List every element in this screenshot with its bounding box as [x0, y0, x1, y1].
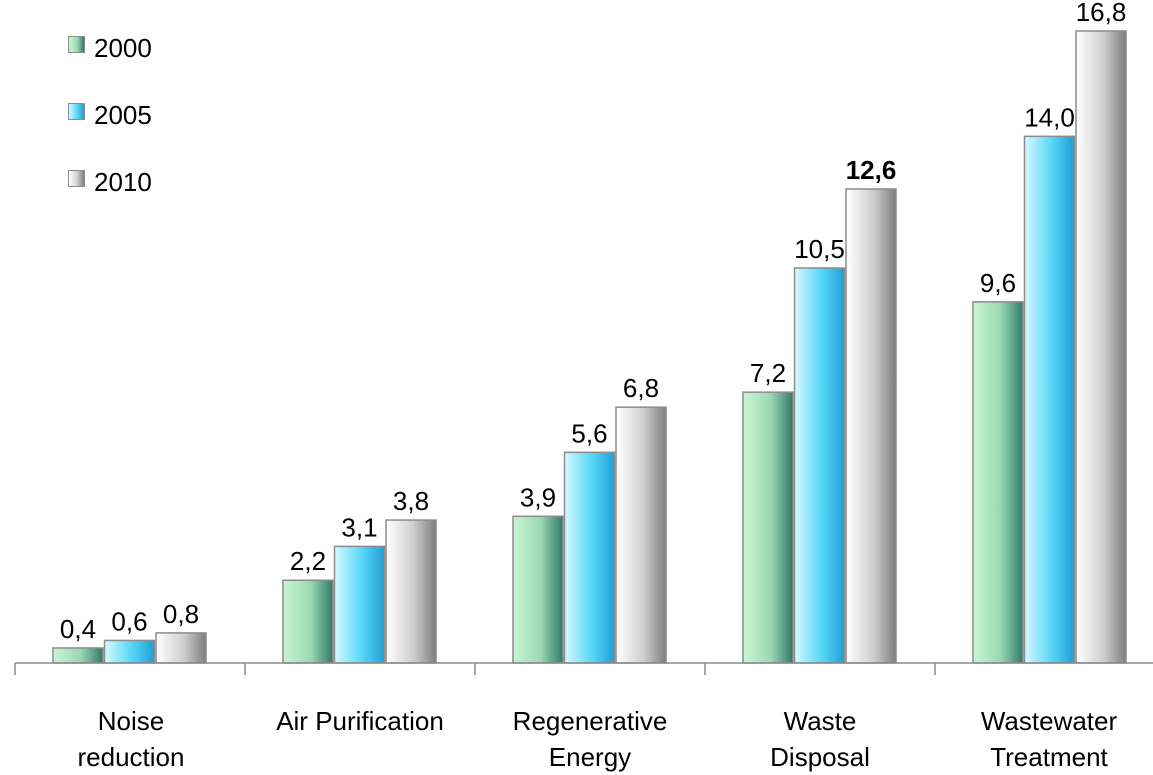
bar-2010-waste-disposal — [845, 188, 897, 664]
x-label-line: Noise — [97, 706, 165, 736]
bar-2010-wastewater-treatment — [1075, 30, 1127, 664]
x-label-wastewater-treatment: Wastewater Treatment — [939, 703, 1153, 775]
bar-2005-waste-disposal — [793, 267, 846, 664]
legend-label-2005: 2005 — [94, 100, 152, 130]
legend-item-2010: 2010 — [68, 164, 152, 231]
x-label-waste-disposal: Waste Disposal — [710, 703, 930, 775]
value-label-2005-air-purification: 3,1 — [341, 512, 377, 542]
bar-2005-noise-reduction — [103, 639, 156, 664]
bar-2005-regenerative-energy — [563, 451, 616, 664]
value-label-2010-noise-reduction: 0,8 — [163, 599, 199, 629]
legend-swatch-2005 — [68, 103, 85, 120]
value-label-2010-waste-disposal: 12,6 — [846, 155, 897, 185]
x-axis-labels: Noise reduction Air Purification Regener… — [0, 703, 1153, 775]
value-label-2005-wastewater-treatment: 14,0 — [1024, 102, 1075, 132]
bar-2000-air-purification — [282, 579, 334, 664]
x-label-line: Energy — [548, 742, 632, 772]
legend-swatch-2000 — [68, 36, 85, 53]
legend-label-2000: 2000 — [94, 33, 152, 63]
bar-2000-waste-disposal — [742, 391, 794, 664]
legend-swatch-2010 — [68, 170, 85, 187]
x-label-line: Waste — [783, 706, 857, 736]
value-label-2010-regenerative-energy: 6,8 — [623, 373, 659, 403]
value-label-2010-wastewater-treatment: 16,8 — [1076, 0, 1127, 27]
x-label-regenerative-energy: Regenerative Energy — [480, 703, 700, 775]
bar-2010-air-purification — [385, 519, 437, 664]
x-label-line: Treatment — [990, 742, 1108, 772]
legend-item-2000: 2000 — [68, 30, 152, 97]
value-label-2005-waste-disposal: 10,5 — [794, 234, 845, 264]
bar-2000-noise-reduction — [52, 647, 104, 664]
x-label-line: Regenerative — [512, 706, 668, 736]
value-label-2005-noise-reduction: 0,6 — [111, 606, 147, 636]
value-label-2000-air-purification: 2,2 — [290, 546, 326, 576]
bars-layer — [52, 30, 1127, 664]
bar-2010-regenerative-energy — [615, 406, 667, 664]
value-label-2000-noise-reduction: 0,4 — [60, 614, 96, 644]
value-labels-layer: 0,4 0,6 0,8 2,2 3,1 3,8 3,9 5,6 6,8 7,2 10,5 12,6 9,… — [60, 0, 1126, 644]
bar-2005-air-purification — [333, 545, 386, 664]
value-label-2010-air-purification: 3,8 — [393, 486, 429, 516]
value-label-2000-waste-disposal: 7,2 — [750, 358, 786, 388]
x-label-line: Disposal — [770, 742, 870, 772]
bar-2000-wastewater-treatment — [972, 301, 1024, 664]
x-label-noise-reduction: Noise reduction — [21, 703, 241, 775]
x-label-line: Wastewater — [980, 706, 1118, 736]
legend-item-2005: 2005 — [68, 97, 152, 164]
value-label-2005-regenerative-energy: 5,6 — [571, 418, 607, 448]
bar-2000-regenerative-energy — [512, 515, 564, 664]
bar-2010-noise-reduction — [155, 632, 207, 664]
x-label-line: Air Purification — [276, 706, 444, 736]
value-label-2000-regenerative-energy: 3,9 — [520, 482, 556, 512]
x-axis — [14, 662, 1153, 675]
legend: 2000 2005 2010 — [68, 30, 152, 231]
x-label-air-purification: Air Purification — [250, 703, 470, 739]
bar-2005-wastewater-treatment — [1023, 135, 1076, 664]
value-label-2000-wastewater-treatment: 9,6 — [980, 268, 1016, 298]
x-label-line: reduction — [77, 742, 185, 772]
legend-label-2010: 2010 — [94, 167, 152, 197]
